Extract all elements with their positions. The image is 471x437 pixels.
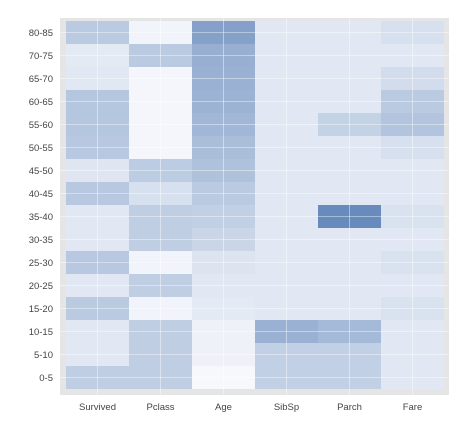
x-tick-labels: Survived Pclass Age SibSp Parch Fare — [79, 402, 422, 413]
x-tick-label: Age — [215, 402, 232, 413]
y-tick-labels: 80-85 70-75 65-70 60-65 55-60 50-55 45-50 40-45… — [29, 28, 53, 384]
y-tick-label: 30-35 — [29, 235, 53, 246]
heatmap-cells — [66, 21, 444, 389]
y-tick-label: 70-75 — [29, 51, 53, 62]
x-tick-label: SibSp — [274, 402, 299, 413]
y-tick-label: 10-15 — [29, 327, 53, 338]
y-tick-label: 20-25 — [29, 281, 53, 292]
y-tick-label: 60-65 — [29, 97, 53, 108]
x-tick-label: Fare — [403, 402, 423, 413]
y-tick-label: 25-30 — [29, 258, 53, 269]
y-tick-label: 15-20 — [29, 304, 53, 315]
x-tick-label: Parch — [337, 402, 362, 413]
y-tick-label: 35-40 — [29, 212, 53, 223]
y-tick-label: 0-5 — [39, 373, 53, 384]
y-tick-label: 55-60 — [29, 120, 53, 131]
y-tick-label: 80-85 — [29, 28, 53, 39]
grid-lines — [60, 18, 449, 395]
y-tick-label: 65-70 — [29, 74, 53, 85]
y-tick-label: 5-10 — [34, 350, 53, 361]
x-tick-label: Pclass — [147, 402, 175, 413]
y-tick-label: 50-55 — [29, 143, 53, 154]
x-tick-label: Survived — [79, 402, 116, 413]
y-tick-label: 40-45 — [29, 189, 53, 200]
y-tick-label: 45-50 — [29, 166, 53, 177]
